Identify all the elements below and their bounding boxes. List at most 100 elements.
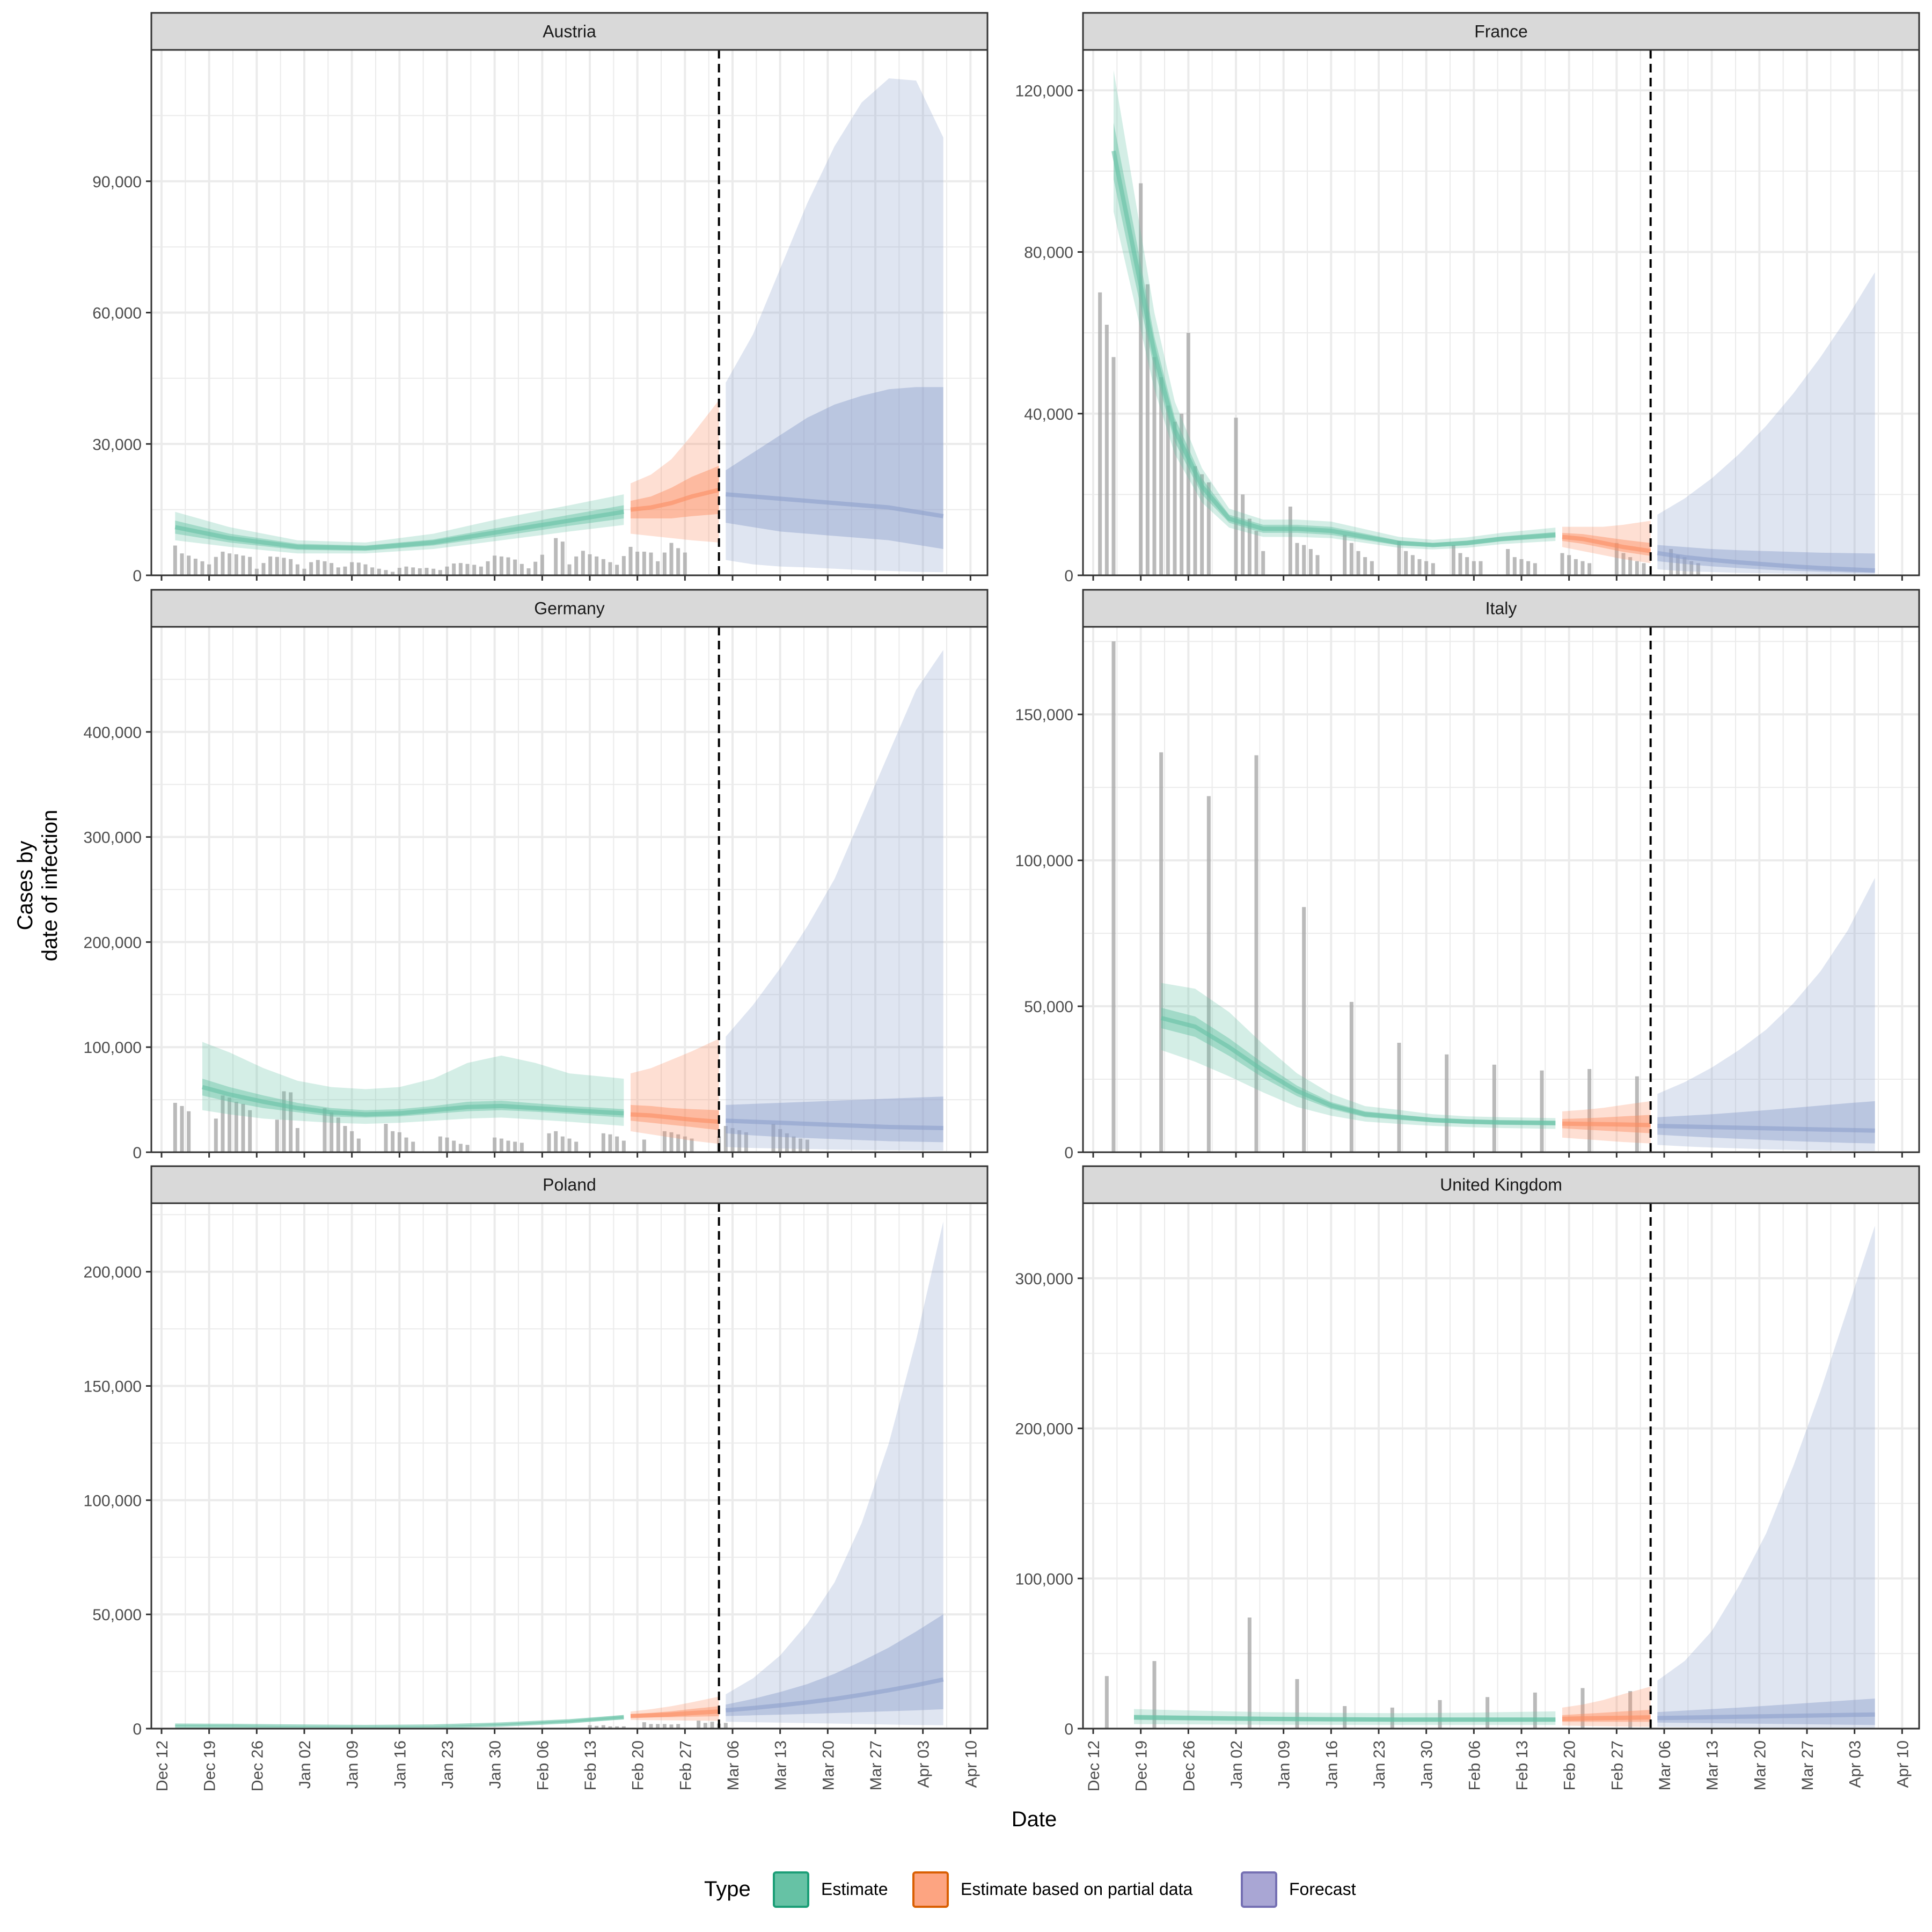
reported-case-bar (391, 1131, 395, 1152)
x-tick-label: Mar 20 (1751, 1740, 1769, 1790)
reported-case-bar (519, 564, 524, 575)
reported-case-bar (1445, 1054, 1449, 1152)
legend-label-partial: Estimate based on partial data (961, 1879, 1192, 1899)
reported-case-bar (533, 561, 538, 575)
legend-label-forecast: Forecast (1289, 1879, 1356, 1899)
legend-key-forecast (1241, 1871, 1277, 1908)
forecast-median-line (725, 1677, 944, 1713)
reported-case-bar (690, 1138, 694, 1152)
x-tick-label: Feb 13 (1513, 1740, 1531, 1790)
reported-case-bar (336, 567, 340, 575)
reported-case-bar (1533, 1692, 1537, 1729)
legend-label-estimate: Estimate (821, 1879, 888, 1899)
reported-case-bar (792, 1136, 796, 1152)
x-tick-label: Dec 26 (248, 1740, 266, 1791)
reported-case-bar (1669, 549, 1673, 575)
reported-case-bar (1574, 559, 1578, 575)
reported-case-bar (676, 548, 680, 575)
reported-case-bar (404, 1137, 408, 1152)
panel-background (1083, 1203, 1919, 1729)
reported-case-bar (676, 1724, 680, 1729)
y-tick-label: 200,000 (84, 934, 142, 952)
legend: Type Estimate Estimate based on partial … (704, 1871, 1356, 1908)
reported-case-bar (445, 1137, 449, 1152)
y-tick-label: 0 (1064, 567, 1073, 585)
reported-case-bar (635, 551, 640, 575)
x-tick-label: Feb 20 (630, 1740, 647, 1790)
y-tick-label: 50,000 (1024, 998, 1073, 1016)
reported-case-bar (669, 543, 674, 575)
reported-case-bar (411, 567, 415, 575)
reported-case-bar (1308, 549, 1313, 575)
reported-case-bar (710, 1722, 714, 1729)
reported-case-bar (608, 562, 612, 575)
panels: Austria 0 30,000 60,000 90,000 France 0 40,000 8… (84, 12, 1920, 1791)
reported-case-bar (1247, 518, 1252, 575)
reported-case-bar (207, 564, 211, 575)
panel-poland: Poland 0 50,000 100,000 150,000 200,000 Dec 12… (84, 1165, 989, 1791)
reported-case-bar (499, 556, 503, 575)
reported-case-bar (404, 566, 408, 575)
reported-case-bar (445, 566, 449, 575)
reported-case-bar (744, 1132, 748, 1152)
reported-case-bar (1560, 553, 1564, 575)
x-tick-label: Apr 10 (1894, 1740, 1912, 1788)
reported-case-bar (486, 561, 490, 575)
partial-median-line (630, 1709, 719, 1718)
reported-case-bar (350, 1131, 354, 1152)
reported-case-bar (493, 555, 497, 575)
reported-case-bar (642, 1722, 646, 1729)
reported-case-bar (214, 557, 218, 575)
reported-case-bar (1098, 292, 1102, 575)
forecast-median-line (1657, 1712, 1875, 1721)
reported-case-bar (493, 1137, 497, 1152)
forecast-median-line (1657, 551, 1875, 573)
reported-case-bar (1254, 755, 1258, 1152)
reported-case-bar (621, 556, 626, 575)
reported-case-bar (254, 568, 259, 575)
reported-case-bar (1349, 1001, 1353, 1152)
reported-case-bar (656, 561, 660, 575)
reported-case-bar (1206, 482, 1211, 575)
reported-case-bar (1458, 553, 1462, 575)
reported-case-bar (1343, 535, 1347, 575)
reported-case-bar (180, 553, 184, 575)
y-axis-title-line1: Cases by (13, 841, 37, 931)
reported-case-bar (377, 568, 381, 575)
reported-case-bar (1111, 641, 1116, 1152)
forecast-50-interval (1657, 1101, 1875, 1144)
reported-case-bar (289, 559, 293, 575)
reported-case-bar (234, 554, 238, 575)
reported-case-bar (221, 1095, 225, 1152)
forecast-90-interval (726, 650, 943, 1151)
facet-strip (150, 12, 989, 51)
reported-case-bar (1404, 551, 1408, 575)
reported-case-bar (730, 1128, 735, 1152)
y-tick-label: 0 (133, 567, 142, 585)
reported-case-bar (1472, 561, 1476, 575)
reported-case-bar (187, 555, 191, 575)
x-tick-label: Dec 12 (153, 1740, 171, 1791)
reported-case-bar (221, 551, 225, 575)
facet-strip-label: Italy (1485, 599, 1517, 618)
reported-case-bar (642, 1139, 646, 1152)
reported-case-bar (370, 567, 375, 575)
reported-case-bar (669, 1132, 674, 1152)
reported-case-bar (601, 1725, 605, 1729)
reported-case-bar (785, 1133, 789, 1152)
x-tick-label: Dec 19 (1133, 1740, 1151, 1791)
forecast-median-line (726, 1118, 943, 1130)
reported-case-bar (1166, 405, 1170, 575)
reported-case-bar (356, 562, 361, 575)
y-tick-label: 0 (133, 1721, 142, 1738)
forecast-90-interval (726, 1221, 943, 1725)
reported-case-bar (588, 1725, 592, 1729)
reported-case-bar (452, 563, 456, 575)
reported-case-bar (601, 559, 605, 575)
reported-case-bar (1519, 559, 1524, 575)
x-tick-label: Jan 09 (1276, 1740, 1293, 1789)
y-tick-label: 150,000 (1015, 706, 1073, 724)
y-axis-title-line2: date of infection (38, 810, 62, 961)
y-tick-label: 100,000 (84, 1492, 142, 1510)
reported-case-bar (560, 541, 565, 575)
